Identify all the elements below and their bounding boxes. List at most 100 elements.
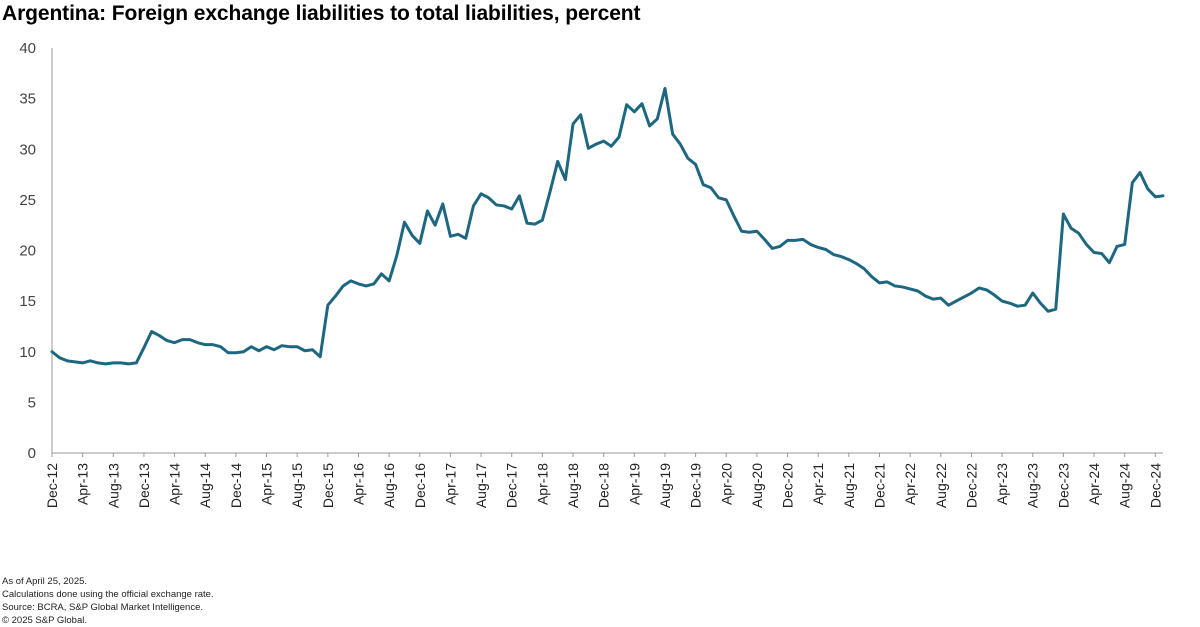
data-point: [235, 352, 237, 354]
data-point: [1116, 245, 1118, 247]
data-point: [419, 242, 421, 244]
data-point: [1123, 243, 1125, 245]
data-point: [1047, 310, 1049, 312]
x-tick-label: Dec-16: [412, 463, 428, 508]
data-point: [564, 178, 566, 180]
data-point: [610, 145, 612, 147]
x-tick-label: Aug-22: [933, 463, 949, 508]
data-point: [909, 288, 911, 290]
data-point: [855, 262, 857, 264]
data-point: [242, 351, 244, 353]
data-point: [204, 343, 206, 345]
data-point: [66, 360, 68, 362]
x-tick-label: Apr-24: [1086, 463, 1102, 505]
data-point: [1078, 232, 1080, 234]
data-point: [572, 123, 574, 125]
y-tick-label: 0: [28, 445, 36, 462]
data-point: [365, 285, 367, 287]
x-tick-label: Dec-15: [320, 463, 336, 508]
data-point: [518, 195, 520, 197]
data-point: [763, 238, 765, 240]
data-point: [794, 239, 796, 241]
data-point: [143, 347, 145, 349]
data-point: [924, 295, 926, 297]
data-point: [1070, 227, 1072, 229]
data-point: [725, 199, 727, 201]
data-point: [81, 362, 83, 364]
data-point: [671, 133, 673, 135]
data-point: [304, 350, 306, 352]
data-point: [641, 102, 643, 104]
data-point: [687, 157, 689, 159]
data-point: [817, 246, 819, 248]
data-point: [311, 349, 313, 351]
data-point: [273, 349, 275, 351]
data-point: [702, 183, 704, 185]
data-point: [710, 187, 712, 189]
x-tick-label: Aug-20: [749, 463, 765, 508]
data-point: [825, 248, 827, 250]
data-point: [579, 114, 581, 116]
data-point: [250, 345, 252, 347]
data-point: [334, 295, 336, 297]
x-tick-label: Dec-22: [963, 463, 979, 508]
data-point: [970, 292, 972, 294]
data-point: [587, 147, 589, 149]
data-point: [495, 204, 497, 206]
x-tick-label: Apr-23: [994, 463, 1010, 505]
x-tick-label: Apr-21: [810, 463, 826, 505]
data-point: [281, 344, 283, 346]
data-point: [1062, 213, 1064, 215]
data-point: [127, 363, 129, 365]
data-point: [1139, 171, 1141, 173]
data-point: [350, 280, 352, 282]
data-point: [380, 273, 382, 275]
data-point: [465, 237, 467, 239]
x-tick-label: Aug-18: [565, 463, 581, 508]
data-point: [602, 140, 604, 142]
data-point: [457, 233, 459, 235]
footnote-copyright: © 2025 S&P Global.: [2, 615, 87, 626]
data-point: [771, 247, 773, 249]
data-point: [618, 136, 620, 138]
data-point: [488, 197, 490, 199]
data-point: [1085, 243, 1087, 245]
data-point: [549, 191, 551, 193]
x-tick-label: Apr-13: [75, 463, 91, 505]
data-point: [511, 208, 513, 210]
data-point: [1001, 300, 1003, 302]
data-point: [526, 222, 528, 224]
x-tick-label: Apr-16: [350, 463, 366, 505]
y-tick-label: 10: [19, 344, 36, 361]
data-point: [342, 285, 344, 287]
data-point: [625, 104, 627, 106]
data-point: [158, 334, 160, 336]
data-point: [932, 298, 934, 300]
data-point: [978, 287, 980, 289]
data-point: [74, 361, 76, 363]
data-point: [940, 297, 942, 299]
chart-title: Argentina: Foreign exchange liabilities …: [2, 2, 641, 25]
x-axis: Dec-12 Apr-13 Aug-13 Dec-13 Apr-14 Aug-14 Dec-…: [44, 452, 1163, 508]
data-point: [58, 357, 60, 359]
x-tick-label: Dec-17: [504, 463, 520, 508]
data-point: [871, 276, 873, 278]
x-tick-label: Aug-14: [197, 463, 213, 508]
data-point: [1131, 181, 1133, 183]
data-point: [120, 362, 122, 364]
data-point: [296, 345, 298, 347]
data-point: [878, 282, 880, 284]
data-point: [480, 193, 482, 195]
data-point: [656, 118, 658, 120]
data-point: [986, 289, 988, 291]
x-tick-label: Dec-24: [1147, 463, 1163, 508]
data-point: [97, 362, 99, 364]
series-line: [50, 87, 1165, 366]
y-axis: 0 5 10 15 20 25 30 35 40: [19, 40, 53, 462]
data-point: [426, 210, 428, 212]
data-point: [664, 87, 666, 89]
data-point: [840, 255, 842, 257]
data-point: [288, 345, 290, 347]
data-point: [373, 283, 375, 285]
